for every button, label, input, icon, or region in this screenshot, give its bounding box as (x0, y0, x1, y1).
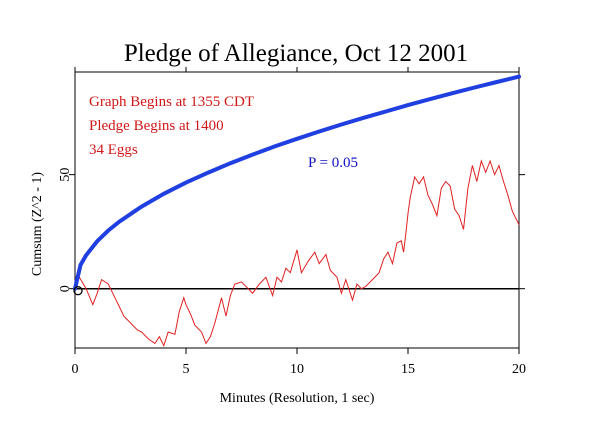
cumsum-series-line (74, 159, 520, 348)
origin-marker (73, 286, 83, 296)
annotation-egg-count: 34 Eggs (89, 142, 138, 158)
annotation-pledge-begins: Pledge Begins at 1400 (89, 118, 224, 134)
envelope-label: P = 0.05 (308, 155, 358, 171)
x-tick-label: 10 (290, 362, 304, 377)
y-axis-label: Cumsum (Z^2 - 1) (30, 172, 45, 277)
x-tick-label: 5 (183, 362, 190, 377)
x-tick-label: 0 (72, 362, 79, 377)
y-tick-label: 50 (58, 168, 73, 182)
y-axis-ticks: 0 50 (58, 168, 525, 292)
chart-title: Pledge of Allegiance, Oct 12 2001 (124, 40, 468, 67)
y-tick-label: 0 (58, 285, 73, 292)
annotation-graph-begins: Graph Begins at 1355 CDT (89, 94, 254, 110)
plot-frame (74, 71, 520, 349)
x-axis-label: Minutes (Resolution, 1 sec) (220, 391, 375, 406)
x-tick-label: 15 (401, 362, 415, 377)
x-axis-ticks: 0 5 10 15 20 (72, 67, 526, 377)
p005-envelope-line (73, 74, 521, 291)
x-tick-label: 20 (512, 362, 526, 377)
